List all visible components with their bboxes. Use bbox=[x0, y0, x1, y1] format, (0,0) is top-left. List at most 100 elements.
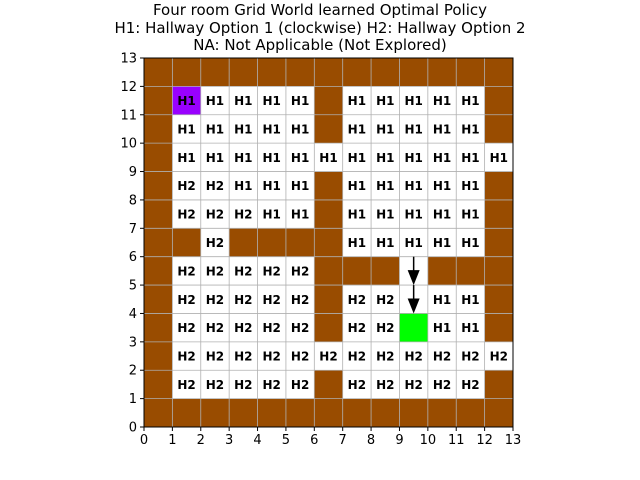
x-tick-label: 0 bbox=[140, 433, 148, 448]
free-cell bbox=[342, 370, 372, 399]
cell-label: H1 bbox=[461, 208, 479, 222]
wall-cell bbox=[314, 86, 343, 115]
wall-cell bbox=[484, 58, 513, 87]
cell-label: H1 bbox=[263, 151, 281, 165]
free-cell bbox=[342, 114, 372, 144]
wall-cell bbox=[314, 228, 343, 257]
free-cell bbox=[314, 143, 343, 172]
cell-label: H2 bbox=[234, 264, 252, 278]
cell-label: H1 bbox=[376, 94, 394, 108]
cell-label: H1 bbox=[177, 151, 195, 165]
free-cell bbox=[200, 228, 230, 257]
free-cell bbox=[229, 370, 258, 399]
plot-frame bbox=[143, 57, 514, 428]
free-cell bbox=[257, 370, 286, 399]
cell-label: H2 bbox=[263, 321, 281, 335]
free-cell bbox=[200, 114, 230, 144]
cell-label: H1 bbox=[348, 236, 366, 250]
cell-label: H1 bbox=[348, 179, 366, 193]
cell-label: H1 bbox=[404, 94, 422, 108]
wall-cell bbox=[229, 228, 258, 257]
free-cell bbox=[399, 143, 428, 172]
chart-title-line-3: NA: Not Applicable (Not Explored) bbox=[193, 36, 447, 54]
cell-label: H1 bbox=[263, 94, 281, 108]
wall-cell bbox=[314, 313, 343, 342]
y-tick-label: 4 bbox=[129, 307, 137, 322]
cell-label: H1 bbox=[206, 151, 224, 165]
cell-label: H2 bbox=[348, 350, 366, 364]
free-cell bbox=[456, 171, 485, 200]
free-cell bbox=[371, 285, 400, 314]
free-cell bbox=[200, 171, 230, 200]
x-tick-label: 6 bbox=[310, 433, 318, 448]
cell-label: H2 bbox=[461, 350, 479, 364]
cell-label: H1 bbox=[433, 122, 451, 136]
free-cell bbox=[456, 285, 485, 314]
wall-cell bbox=[144, 256, 173, 286]
cell-label: H2 bbox=[291, 350, 309, 364]
wall-cell bbox=[285, 228, 315, 257]
cell-label: H1 bbox=[263, 122, 281, 136]
cell-label: H2 bbox=[206, 264, 224, 278]
x-tick-label: 7 bbox=[339, 433, 347, 448]
wall-cell bbox=[229, 58, 258, 87]
x-axis: 0 1 2 3 4 5 6 7 8 9 10 11 12 13 bbox=[140, 427, 521, 448]
wall-cell bbox=[144, 171, 173, 200]
cell-label: H1 bbox=[461, 321, 479, 335]
cell-label: H2 bbox=[461, 378, 479, 392]
wall-cell bbox=[314, 171, 343, 200]
free-cell bbox=[257, 285, 286, 314]
cell-label: H2 bbox=[291, 293, 309, 307]
wall-cell bbox=[200, 58, 230, 87]
free-cell bbox=[200, 313, 230, 342]
cell-label: H1 bbox=[404, 208, 422, 222]
free-cell bbox=[200, 256, 230, 286]
cell-label: H1 bbox=[433, 208, 451, 222]
wall-cell bbox=[144, 285, 173, 314]
wall-cell bbox=[484, 370, 513, 399]
free-cell bbox=[399, 86, 428, 115]
wall-cell bbox=[172, 58, 201, 87]
wall-cell bbox=[144, 143, 173, 172]
cell-label: H2 bbox=[348, 321, 366, 335]
x-tick-label: 3 bbox=[225, 433, 233, 448]
wall-cell bbox=[172, 398, 201, 427]
wall-cell bbox=[484, 398, 513, 427]
free-cell bbox=[285, 171, 315, 200]
free-cell bbox=[285, 143, 315, 172]
wall-cell bbox=[484, 199, 513, 229]
cell-label: H2 bbox=[177, 293, 195, 307]
cell-label: H1 bbox=[291, 179, 309, 193]
cell-label: H2 bbox=[206, 236, 224, 250]
cell-label: H1 bbox=[234, 179, 252, 193]
wall-cell bbox=[144, 199, 173, 229]
cell-label: H2 bbox=[177, 264, 195, 278]
cell-label: H2 bbox=[348, 378, 366, 392]
cell-label: H2 bbox=[404, 350, 422, 364]
x-tick-label: 4 bbox=[253, 433, 261, 448]
policy-arrows bbox=[407, 256, 420, 314]
wall-cell bbox=[314, 256, 343, 286]
wall-cell bbox=[399, 58, 428, 87]
free-cell bbox=[427, 341, 457, 371]
cell-labels: H1 H1 H1 H1 H1 H1 H1 H1 H1 H1 H1 H1 H1 H1 H1 H1 H1 H1 H1 H1… bbox=[177, 94, 508, 392]
wall-cell bbox=[484, 171, 513, 200]
cell-label: H1 bbox=[404, 122, 422, 136]
free-cell bbox=[172, 341, 201, 371]
free-cell bbox=[342, 171, 372, 200]
free-cell bbox=[172, 313, 201, 342]
free-cell bbox=[399, 199, 428, 229]
free-cell bbox=[342, 341, 372, 371]
cell-label: H1 bbox=[461, 122, 479, 136]
free-cell bbox=[371, 86, 400, 115]
policy-arrow bbox=[407, 256, 420, 286]
cell-label: H1 bbox=[404, 179, 422, 193]
free-cell bbox=[257, 143, 286, 172]
cell-label: H2 bbox=[206, 293, 224, 307]
free-cell bbox=[456, 370, 485, 399]
cell-label: H2 bbox=[234, 293, 252, 307]
free-cell bbox=[229, 341, 258, 371]
cell-label: H2 bbox=[177, 179, 195, 193]
y-tick-label: 6 bbox=[129, 250, 137, 265]
cell-label: H1 bbox=[234, 151, 252, 165]
